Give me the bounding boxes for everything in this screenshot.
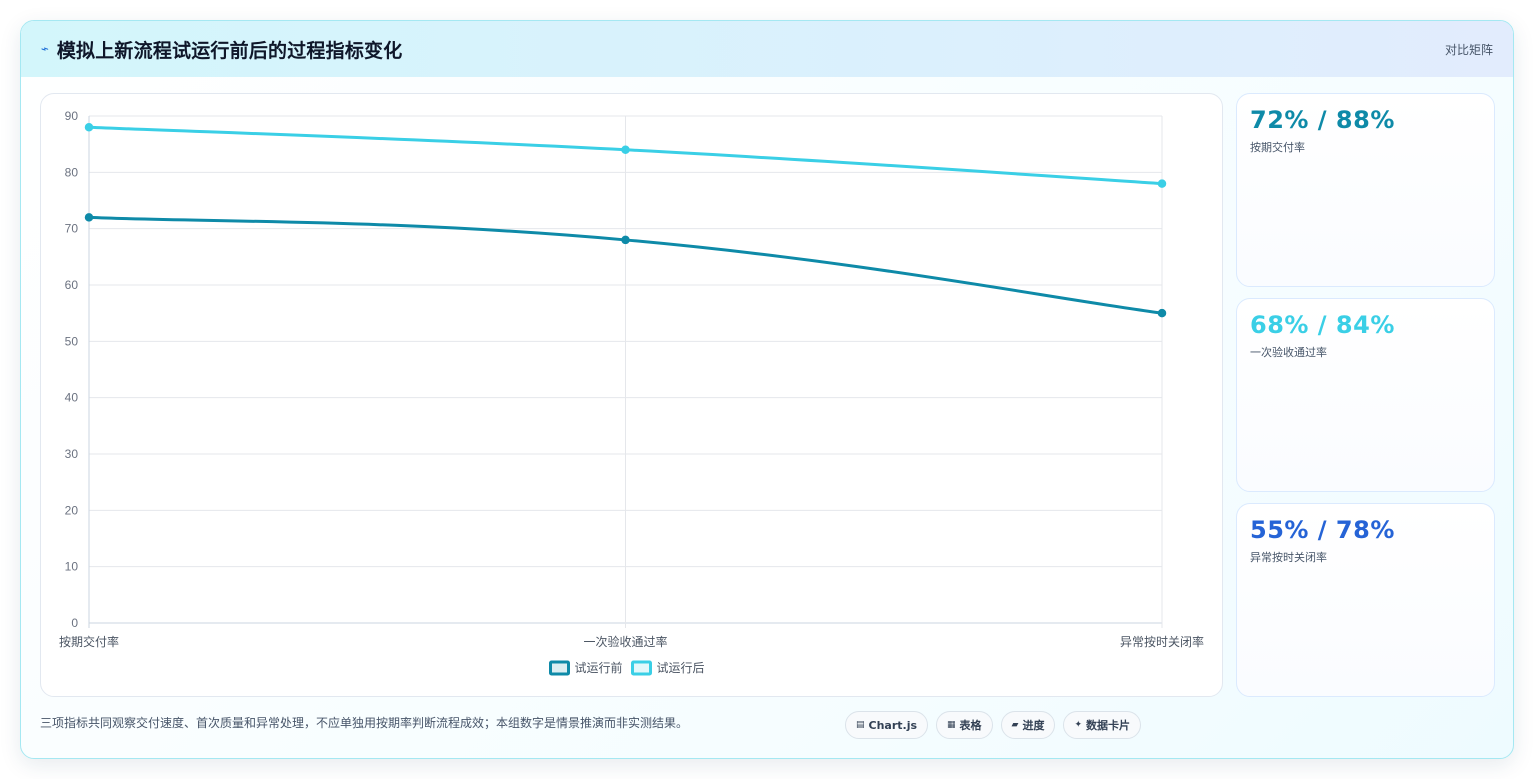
y-tick-label: 0 (71, 616, 78, 630)
stat-label: 一次验收通过率 (1250, 346, 1327, 359)
legend-label: 试运行后 (657, 660, 705, 675)
data-point (621, 235, 630, 245)
x-tick-label: 一次验收通过率 (583, 634, 667, 649)
main-card: ⌁ 模拟上新流程试运行前后的过程指标变化 对比矩阵 0 10 20 30 40 50 60 7… (20, 20, 1514, 759)
data-point (84, 213, 94, 222)
y-tick-label: 80 (65, 165, 79, 179)
table-icon: ▦ (947, 720, 956, 730)
stat-card-on-time-delivery: 72% / 88% 按期交付率 (1236, 93, 1495, 287)
card-header: ⌁ 模拟上新流程试运行前后的过程指标变化 对比矩阵 (21, 21, 1513, 77)
x-tick-label: 按期交付率 (59, 634, 119, 649)
line-chart: 0 10 20 30 40 50 60 70 80 90 按期交付率 一次验收通过率 异常按时关闭率试运… (59, 109, 1204, 676)
stat-value: 68% / 84% (1250, 311, 1395, 339)
card-icon: ✦ (1074, 720, 1083, 730)
progress-icon: ▰ (1011, 720, 1019, 730)
data-point (1157, 308, 1167, 318)
header-title-group: ⌁ 模拟上新流程试运行前后的过程指标变化 (39, 36, 403, 63)
comparison-matrix-link[interactable]: 对比矩阵 (1444, 42, 1493, 57)
data-point (621, 145, 630, 155)
tag-list: ▤ Chart.js ▦ 表格 ▰ 进度 ✦ 数据卡片 (845, 711, 1149, 739)
stat-card-first-pass: 68% / 84% 一次验收通过率 (1236, 298, 1495, 492)
stat-value: 72% / 88% (1250, 106, 1395, 134)
chart-icon: ▤ (856, 720, 865, 730)
stat-label: 异常按时关闭率 (1250, 551, 1327, 564)
y-tick-label: 40 (65, 391, 79, 405)
y-tick-label: 90 (65, 109, 79, 123)
tag-label: 表格 (959, 719, 982, 732)
tag-data-card[interactable]: ✦ 数据卡片 (1063, 711, 1142, 739)
tag-progress[interactable]: ▰ 进度 (1000, 711, 1056, 739)
y-tick-label: 30 (65, 447, 79, 461)
tag-label: 进度 (1022, 719, 1045, 732)
data-point (84, 123, 94, 132)
y-tick-label: 70 (65, 222, 79, 236)
line-chart-panel: 0 10 20 30 40 50 60 70 80 90 按期交付率 一次验收通过率 异常按时关闭率试运… (40, 93, 1223, 697)
data-point (1157, 179, 1167, 188)
stat-card-exception-closure: 55% / 78% 异常按时关闭率 (1236, 503, 1495, 697)
footnote: 三项指标共同观察交付速度、首次质量和异常处理，不应单独用按期率判断流程成效；本组… (40, 716, 689, 730)
y-tick-label: 10 (65, 560, 79, 574)
page-title: 模拟上新流程试运行前后的过程指标变化 (56, 39, 403, 62)
chart-line-icon: ⌁ (39, 40, 51, 58)
stat-label: 按期交付率 (1250, 141, 1305, 154)
tag-label: Chart.js (868, 718, 918, 732)
legend-swatch (549, 660, 570, 676)
y-tick-label: 60 (65, 278, 79, 292)
y-tick-label: 50 (65, 334, 79, 348)
x-tick-label: 异常按时关闭率 (1120, 634, 1204, 649)
tag-label: 数据卡片 (1086, 719, 1131, 732)
legend-label: 试运行前 (575, 660, 623, 675)
legend-swatch (631, 660, 652, 676)
tag-table[interactable]: ▦ 表格 (936, 711, 993, 739)
y-tick-label: 20 (65, 503, 79, 517)
stat-value: 55% / 78% (1250, 516, 1395, 544)
tag-chartjs[interactable]: ▤ Chart.js (845, 711, 929, 739)
